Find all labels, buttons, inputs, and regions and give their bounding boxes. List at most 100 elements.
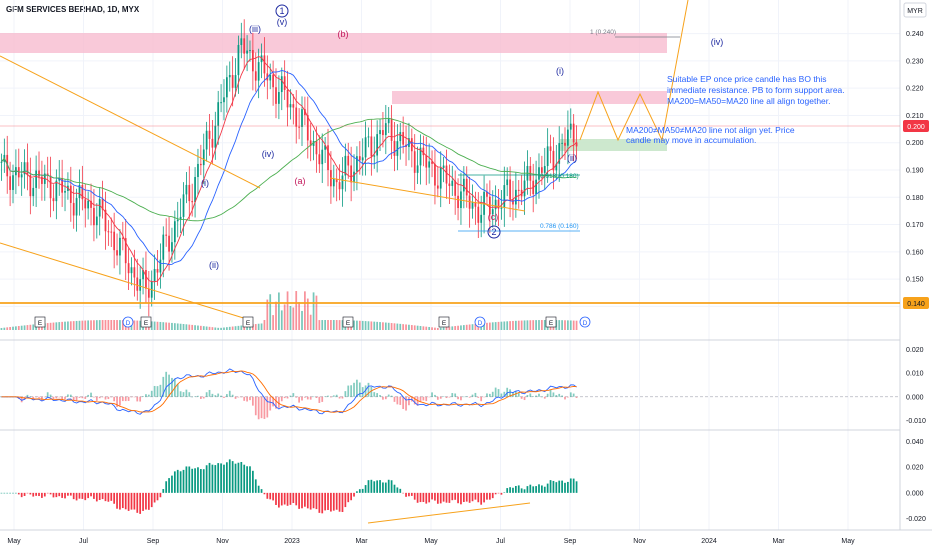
note-2-line-1: MA200≠MA50≠MA20 line not align yet. Pric… [626,125,795,135]
earnings-marker[interactable]: E [545,316,557,328]
histogram-bar [52,492,55,498]
dividend-marker[interactable]: D [474,316,486,328]
candle-body [338,182,341,190]
macd-bar [321,396,324,402]
candle-body [246,50,248,54]
macd-bar [266,396,269,418]
event-marker-label: E [549,320,554,327]
volume-bar [445,327,448,330]
candle-body [350,165,353,183]
volume-bar [220,327,222,330]
candle-body [220,102,222,104]
histogram-bar [185,466,188,493]
dividend-marker[interactable]: D [122,316,134,328]
earnings-marker[interactable]: E [438,316,450,328]
macd-bar [87,394,90,397]
volume-bar [67,321,69,330]
price-tick-label: 0.150 [906,277,924,284]
macd-bar [298,396,300,403]
macd-bar [370,386,373,397]
support-price-tag [903,297,929,309]
histogram-bar [231,461,234,493]
histogram-bar [101,492,104,500]
earnings-marker[interactable]: E [34,316,46,328]
candle-body [153,268,156,282]
currency-badge[interactable] [903,2,927,18]
volume-bar [491,322,494,330]
macd-bar [572,393,575,397]
volume-bar [162,322,165,330]
macd-tick-label: 0.010 [906,371,924,378]
ma50-line [1,70,577,266]
macd-bar [223,396,225,398]
macd-bar [168,374,170,397]
candle-body [419,147,422,166]
candle-body [90,200,92,208]
macd-bar [52,396,55,400]
histogram-bar [9,492,11,494]
candle-body [567,129,569,146]
volume-bar [396,323,399,330]
volume-bar [176,323,179,330]
candle-body [321,149,324,165]
candle-body [173,221,176,243]
histogram-bar [529,484,532,493]
histogram-bar [246,466,248,493]
candle-body [561,142,563,144]
candle-body [101,199,104,210]
macd-bar [428,396,431,398]
earnings-marker[interactable]: E [140,316,152,328]
earnings-marker[interactable]: E [342,316,354,328]
projection-path [579,0,689,142]
histogram-bar [15,492,17,494]
histogram-bar [119,492,121,510]
volume-bar [442,327,445,330]
histogram-tick-label: 0.020 [906,465,924,472]
candle-body [538,167,540,180]
earnings-marker[interactable]: E [242,316,254,328]
macd-bar [477,396,480,398]
histogram-bar [107,492,110,502]
histogram-bar [266,492,269,499]
candle-body [364,137,367,158]
candle-body [520,189,523,197]
candle-body [295,107,298,127]
support-price-value: 0.140 [907,301,925,308]
macd-bar [304,396,306,398]
volume-bar [243,325,246,330]
macd-bar [335,394,338,397]
candle-body [142,270,144,280]
volume-bar [295,291,298,330]
histogram-bar [29,492,32,495]
histogram-bar [413,492,416,500]
macd-bar [113,396,116,402]
macd-bar [93,396,95,398]
volume-bar [384,322,387,330]
macd-bar [327,395,329,397]
candle-body [260,55,263,63]
volume-bar [506,321,509,330]
volume-bar [532,320,535,330]
candle-body [396,141,399,156]
macd-bar [147,394,150,397]
volume-bar [457,325,459,330]
candle-body [130,267,133,274]
candle-body [335,179,338,183]
candle-body [113,231,116,251]
macd-bar [462,396,465,398]
macd-bar [471,394,474,397]
volume-bar [514,320,517,330]
macd-bar [301,396,303,401]
time-tick-label: Sep [147,538,160,545]
macd-bar [104,396,107,400]
volume-bar [199,325,202,330]
dividend-marker[interactable]: D [579,316,591,328]
wave-label-a: (a) [295,176,306,186]
trendline-down-2 [0,242,251,321]
volume-bar [309,314,312,330]
volume-bar [543,320,546,330]
histogram-bar [121,492,124,509]
histogram-bar [439,492,442,504]
